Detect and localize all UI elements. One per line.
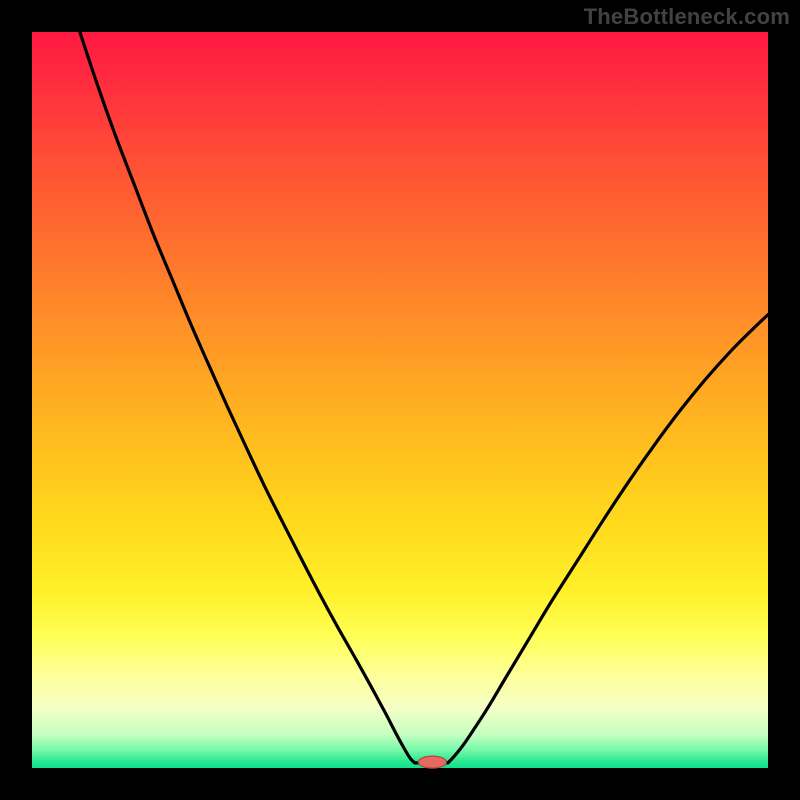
plot-area: [32, 32, 768, 768]
gradient-background: [32, 32, 768, 768]
chart-stage: TheBottleneck.com: [0, 0, 800, 800]
optimal-point-marker: [418, 756, 446, 768]
watermark-text: TheBottleneck.com: [584, 4, 790, 30]
bottleneck-chart: [0, 0, 800, 800]
